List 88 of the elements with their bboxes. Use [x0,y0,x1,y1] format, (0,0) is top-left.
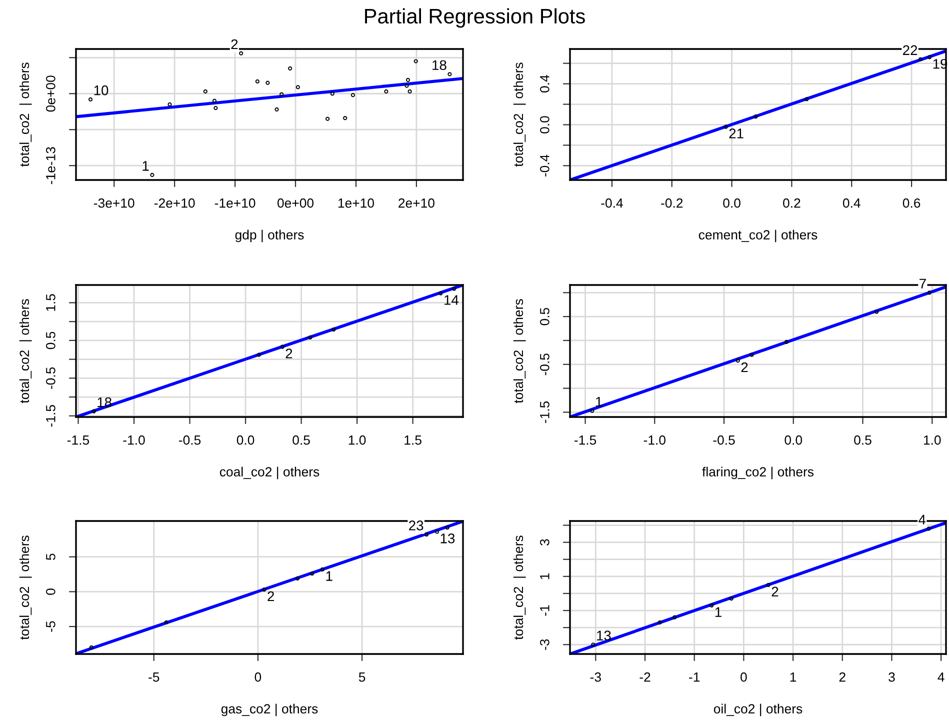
annotation: 21 [729,128,744,138]
y-tick-label: -1e-13 [46,147,56,184]
annotation: 7 [920,278,926,288]
y-axis-title: total_co2 | others [19,536,32,640]
x-tick-label: 0 [254,672,262,682]
x-tick-label: 1.0 [924,435,941,445]
y-tick-label: -3 [540,639,550,650]
y-tick-label: -0.5 [540,354,550,376]
annotation: 2 [268,591,274,602]
x-tick-label: 0.6 [902,198,920,208]
x-axis-title: oil_co2 | others [714,704,802,716]
y-axis-title: total_co2 | others [513,299,526,404]
annotation: 14 [444,295,459,305]
x-tick-label: 0.0 [236,435,254,445]
x-tick-label: 4 [938,672,944,682]
y-tick-label: 1.5 [46,294,56,311]
annotation: 1 [326,571,332,581]
x-tick-label: 0 [740,672,747,682]
y-tick-label: -1 [540,605,550,616]
x-tick-label: 1.5 [404,436,422,445]
x-axis-title: gdp | others [235,230,304,242]
y-tick-label: -0.5 [46,367,56,389]
x-tick-label: -3 [590,672,601,682]
y-axis-title: total_co2 | others [513,62,526,167]
annotation: 2 [772,586,778,596]
x-tick-label: 1 [790,672,796,682]
x-tick-label: -1.0 [123,435,145,445]
y-tick-label: 3 [540,539,550,546]
y-axis-title: total_co2 | others [19,62,32,167]
x-tick-label: 0.4 [842,198,860,208]
x-tick-label: -1.0 [644,435,666,445]
annotation: 2 [286,348,292,358]
annotation: 1 [715,607,722,617]
annotation: 13 [597,630,611,640]
y-tick-label: 0.5 [46,332,56,350]
x-axis-title: flaring_co2 | others [702,466,814,480]
annotation: 22 [903,45,918,55]
x-tick-label: -0.4 [601,198,623,208]
annotation: 1 [596,396,602,407]
x-tick-label: -3e+10 [94,198,134,208]
annotation: 18 [98,397,112,408]
annotation: 4 [918,514,926,524]
x-tick-label: -1 [689,672,700,682]
y-tick-label: 5 [46,554,56,560]
x-tick-label: 0.0 [784,435,802,445]
x-tick-label: -5 [148,672,160,682]
x-tick-label: 1.0 [348,435,366,445]
x-axis-title: coal_co2 | others [220,466,320,480]
x-tick-label: 1e+10 [338,198,374,208]
annotation: 23 [409,520,424,530]
y-tick-label: -1.5 [46,405,56,427]
x-tick-label: 2 [839,672,846,682]
annotation: 13 [440,533,455,544]
x-tick-label: -1.5 [67,436,90,445]
y-tick-label: 0e+00 [46,76,56,112]
y-tick-label: -5 [46,621,56,632]
y-tick-label: 0 [46,588,56,595]
x-tick-label: 2e+10 [398,198,434,208]
x-tick-label: 0e+00 [277,198,314,208]
x-tick-label: 0.5 [292,435,310,445]
chart-title: Partial Regression Plots [365,8,585,28]
annotation: 10 [94,85,108,96]
annotation: 2 [231,39,238,50]
y-tick-label: -1.5 [540,401,550,423]
y-tick-label: 0.4 [540,75,550,92]
x-tick-label: 0.5 [854,435,872,445]
x-tick-label: -2e+10 [154,198,195,208]
y-tick-label: 1 [540,573,550,580]
x-axis-title: cement_co2 | others [698,230,818,242]
annotation: 1 [142,161,149,171]
y-tick-label: 0.5 [540,308,550,326]
x-axis-title: gas_co2 | others [221,704,318,716]
annotation: 18 [432,60,446,70]
x-tick-label: -0.5 [178,435,201,445]
x-tick-label: -1e+10 [214,198,256,208]
y-tick-label: -0.4 [540,154,550,176]
x-tick-label: 5 [358,672,366,682]
x-tick-label: 0.0 [723,198,740,208]
x-tick-label: -1.5 [574,436,596,445]
x-tick-label: -0.5 [713,435,735,445]
y-tick-label: 0.0 [540,116,550,134]
x-tick-label: -2 [640,672,650,682]
y-axis-title: total_co2 | others [513,536,526,640]
annotation: 2 [741,362,748,372]
y-axis-title: total_co2 | others [19,299,32,404]
x-tick-label: 0.2 [783,198,800,208]
x-tick-label: -0.2 [661,198,683,208]
x-tick-label: 3 [888,672,895,682]
